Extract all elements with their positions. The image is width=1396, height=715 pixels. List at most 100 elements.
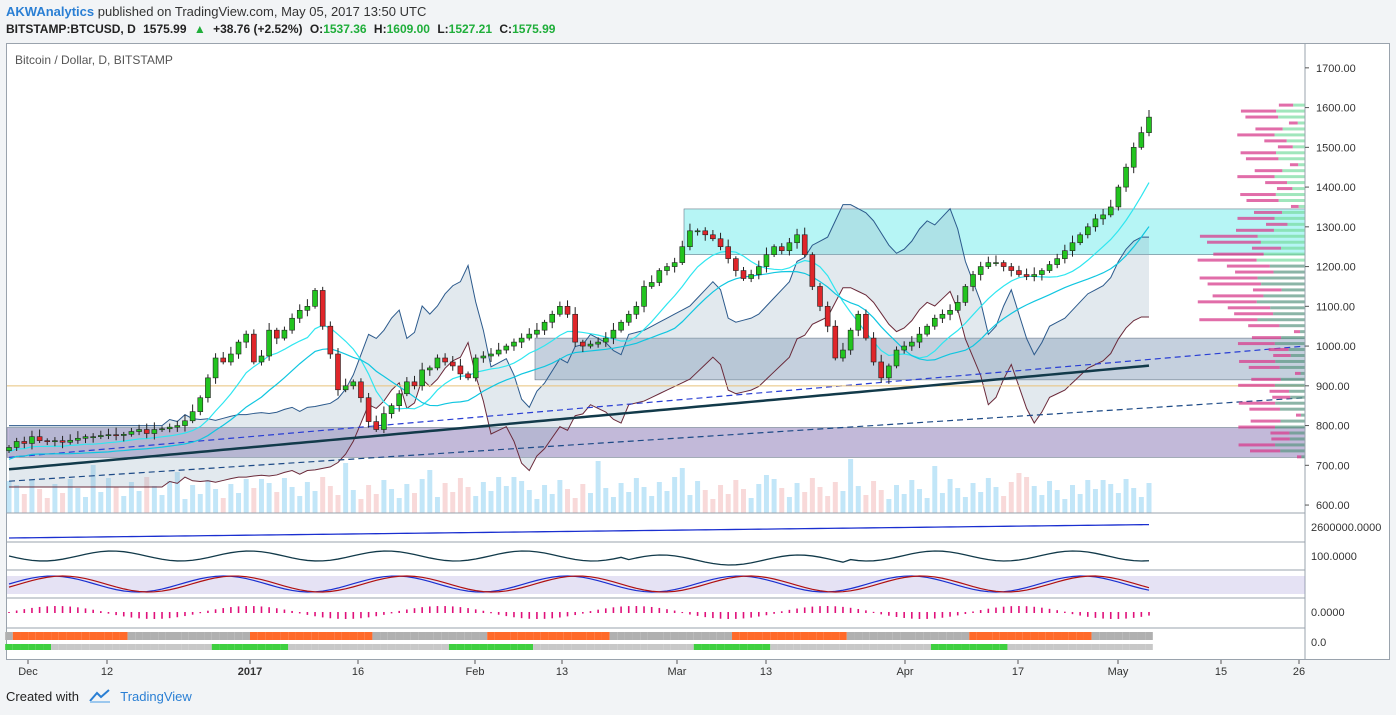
volume-profile-bar [1275,193,1305,197]
candle-body [44,440,51,442]
volume-profile-bar [1279,324,1305,328]
trend-strip-cell [112,644,120,650]
trend-strip-cell [953,644,962,650]
trend-strip-cell [425,644,434,650]
candle-body [909,341,915,347]
volume-profile-bar [1279,365,1305,369]
trend-strip-cell [770,644,778,650]
candle-body [319,290,326,327]
volume-bar [802,492,808,513]
volume-bar [962,497,968,513]
trend-strip-cell [334,644,342,650]
candle-body [113,434,119,437]
histogram-dot [1002,606,1005,613]
trend-strip-cell [35,644,44,650]
volume-profile-bar [1235,270,1274,274]
trend-strip-cell [66,632,75,640]
volume-profile-bar [1295,413,1301,417]
candle-body [602,337,609,343]
dashed-trend-line [8,397,1306,482]
volume-bar [855,486,861,513]
trend-strip-cell [181,632,189,640]
volume-bar [83,497,88,513]
volume-profile-bar [1260,240,1305,244]
histogram-dot [383,612,385,615]
trend-strip-cell [777,644,786,650]
tradingview-link[interactable]: TradingView [120,689,192,704]
histogram-dot [459,607,462,613]
histogram-dot [390,612,393,614]
trend-strip-cell [227,632,235,640]
volume-bar [626,492,632,513]
candle-body [388,405,395,414]
trend-strip-cell [227,644,235,650]
histogram-dot [635,606,638,613]
trend-strip-cell [5,644,13,650]
trend-strip-cell [869,632,878,640]
trend-strip-cell [12,632,21,640]
candle-body [970,274,976,287]
volume-bar [174,472,180,513]
trend-strip-cell [793,632,801,640]
histogram-dot [329,612,332,619]
trend-strip-cell [104,644,113,650]
candle-body [840,349,846,359]
volume-bar [1001,496,1007,513]
volume-bar [794,483,800,513]
trend-strip-cell [854,644,863,650]
histogram-dot [275,608,278,613]
trend-strip-cell [196,632,205,640]
trend-strip-cell [1045,644,1054,650]
trend-strip-cell [900,632,908,640]
trend-strip-cell [540,644,549,650]
trend-strip-cell [1038,632,1046,640]
trend-strip-cell [1015,644,1023,650]
stoch-d-line [8,575,1150,593]
histogram-dot [750,612,752,618]
candle-body [832,325,839,359]
histogram-dot [1018,606,1020,613]
volume-profile-bar [1279,407,1305,411]
author-link[interactable]: AKWAnalytics [6,4,95,19]
volume-bar [672,477,678,513]
trend-strip-cell [1129,644,1138,650]
histogram-dot [1125,612,1127,619]
volume-profile-bar [1292,145,1305,149]
volume-bar [251,488,257,513]
candle-body [985,262,992,267]
volume-bar [228,484,234,513]
histogram-dot [436,606,439,613]
candle-body [251,333,257,363]
histogram-dot [54,606,56,613]
trend-strip-cell [1145,644,1153,650]
pane-axis-label: 100.0000 [1311,551,1357,563]
trend-strip-cell [288,644,296,650]
trend-strip-cell [907,644,916,650]
trend-strip-cell [1053,644,1062,650]
trend-strip-cell [1030,644,1039,650]
volume-bar [924,498,930,513]
trend-strip-cell [165,632,174,640]
volume-profile-bar [1265,181,1288,185]
volume-bar [572,498,578,513]
volume-bar [480,482,486,513]
histogram-dot [796,608,798,613]
trend-strip-cell [403,644,411,650]
volume-profile-bar [1254,169,1283,173]
histogram-dot [1056,610,1058,613]
volume-profile-bar [1197,300,1257,304]
candle-body [794,234,800,244]
candle-body [893,349,900,367]
histogram-dot [406,609,408,613]
trend-strip-cell [326,632,335,640]
trend-strip-cell [938,644,947,650]
trend-strip-cell [617,632,625,640]
volume-bar [687,495,693,513]
trend-strip-cell [433,644,442,650]
volume-bar [14,485,20,513]
trend-strip-cell [1122,644,1130,650]
trend-strip-cell [1114,632,1123,640]
histogram-dot [543,612,546,619]
trend-strip-cell [204,632,212,640]
